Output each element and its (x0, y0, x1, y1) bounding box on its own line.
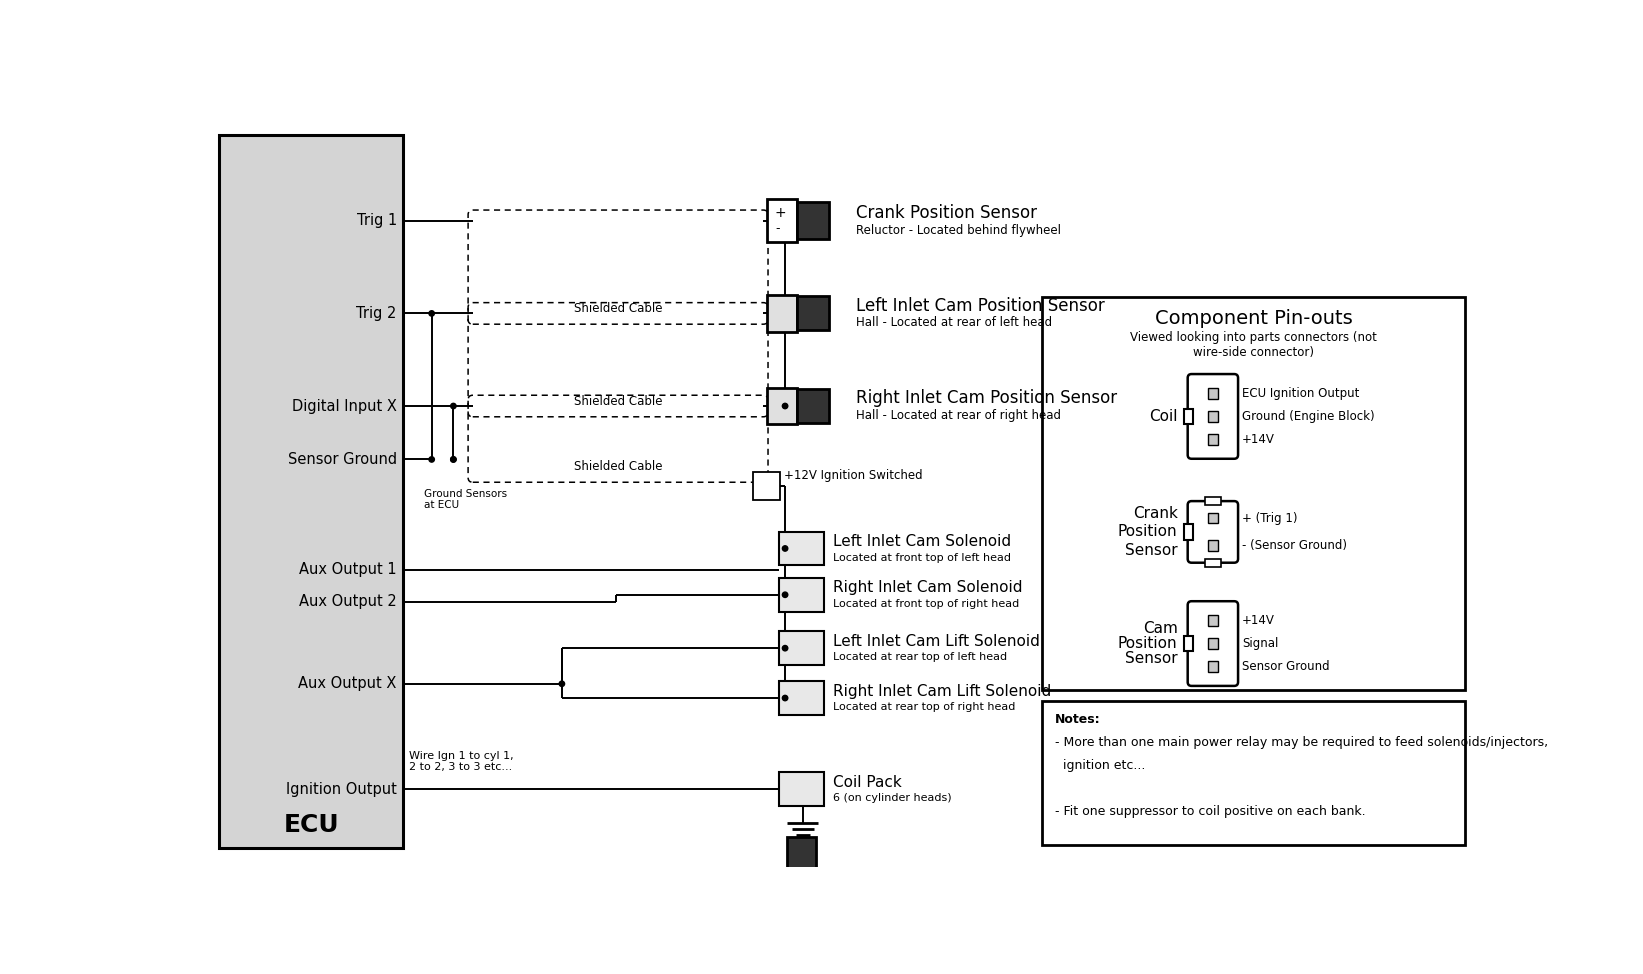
Text: + (Trig 1): + (Trig 1) (1242, 511, 1298, 525)
Text: Shielded Cable: Shielded Cable (573, 461, 662, 473)
Text: Left Inlet Cam Lift Solenoid: Left Inlet Cam Lift Solenoid (833, 634, 1040, 649)
Text: - Fit one suppressor to coil positive on each bank.: - Fit one suppressor to coil positive on… (1055, 805, 1365, 818)
Circle shape (782, 646, 787, 651)
Bar (1208, 615, 1217, 626)
Text: Viewed looking into parts connectors (not
wire-side connector): Viewed looking into parts connectors (no… (1130, 331, 1377, 358)
Circle shape (559, 681, 565, 687)
Text: ECU: ECU (283, 812, 338, 837)
Text: +14V: +14V (1242, 433, 1275, 446)
Text: Located at rear top of right head: Located at rear top of right head (833, 702, 1015, 712)
Text: Component Pin-outs: Component Pin-outs (1155, 309, 1352, 328)
Text: Right Inlet Cam Lift Solenoid: Right Inlet Cam Lift Solenoid (833, 684, 1052, 698)
Text: Position: Position (1117, 636, 1178, 651)
Bar (767, 295, 797, 332)
Text: - More than one main power relay may be required to feed solenoids/injectors,: - More than one main power relay may be … (1055, 735, 1548, 749)
Bar (1204, 559, 1221, 567)
Bar (1208, 512, 1217, 523)
Text: Left Inlet Cam Position Sensor: Left Inlet Cam Position Sensor (856, 297, 1106, 315)
Text: Sensor: Sensor (1125, 652, 1178, 666)
Text: Located at rear top of left head: Located at rear top of left head (833, 653, 1007, 662)
Text: Sensor: Sensor (1125, 543, 1178, 558)
Text: Located at front top of left head: Located at front top of left head (833, 552, 1010, 563)
Bar (1208, 638, 1217, 649)
Circle shape (429, 457, 434, 462)
Circle shape (450, 457, 457, 462)
Bar (787, 837, 817, 868)
Bar (1185, 409, 1193, 424)
Bar (797, 203, 830, 240)
Text: - (Sensor Ground): - (Sensor Ground) (1242, 540, 1347, 552)
Bar (767, 388, 797, 425)
Bar (1208, 411, 1217, 422)
Bar (779, 772, 823, 806)
Text: Ground (Engine Block): Ground (Engine Block) (1242, 410, 1375, 423)
Circle shape (782, 592, 787, 597)
Bar (1042, 700, 1466, 845)
Text: +12V Ignition Switched: +12V Ignition Switched (784, 468, 923, 481)
Bar (1204, 498, 1221, 505)
Text: Hall - Located at rear of right head: Hall - Located at rear of right head (856, 409, 1061, 422)
Text: Position: Position (1117, 524, 1178, 540)
Text: Located at front top of right head: Located at front top of right head (833, 599, 1019, 609)
Circle shape (450, 403, 457, 409)
Bar (779, 681, 823, 715)
Bar (1208, 541, 1217, 551)
Text: Coil: Coil (1148, 409, 1178, 424)
Text: Ground Sensors
at ECU: Ground Sensors at ECU (424, 489, 508, 510)
Text: Crank Position Sensor: Crank Position Sensor (856, 205, 1037, 222)
Bar (797, 296, 830, 330)
Text: Shielded Cable: Shielded Cable (573, 394, 662, 408)
Text: Notes:: Notes: (1055, 713, 1101, 726)
Text: Reluctor - Located behind flywheel: Reluctor - Located behind flywheel (856, 224, 1061, 237)
Bar (1185, 524, 1193, 540)
Text: 6 (on cylinder heads): 6 (on cylinder heads) (833, 794, 951, 804)
Text: Right Inlet Cam Position Sensor: Right Inlet Cam Position Sensor (856, 390, 1117, 407)
Bar (779, 578, 823, 612)
Text: ignition etc...: ignition etc... (1055, 759, 1145, 771)
Text: Sensor Ground: Sensor Ground (1242, 660, 1329, 673)
Text: -: - (775, 222, 779, 235)
Text: Aux Output X: Aux Output X (299, 676, 398, 692)
Text: Aux Output 1: Aux Output 1 (299, 562, 398, 578)
Text: Aux Output 2: Aux Output 2 (299, 594, 398, 610)
Bar (779, 631, 823, 665)
Text: ECU Ignition Output: ECU Ignition Output (1242, 387, 1359, 399)
Text: Crank: Crank (1132, 506, 1178, 521)
Circle shape (782, 545, 787, 551)
Circle shape (782, 695, 787, 700)
Bar (767, 200, 797, 243)
Text: Ignition Output: Ignition Output (286, 782, 398, 797)
Text: Coil Pack: Coil Pack (833, 774, 902, 790)
Circle shape (450, 457, 457, 462)
Text: Shielded Cable: Shielded Cable (573, 302, 662, 316)
Text: Left Inlet Cam Solenoid: Left Inlet Cam Solenoid (833, 534, 1010, 549)
FancyBboxPatch shape (1188, 601, 1239, 686)
FancyBboxPatch shape (1188, 374, 1239, 459)
Text: +: + (775, 206, 787, 220)
Bar (219, 135, 403, 847)
Text: Trig 2: Trig 2 (357, 306, 398, 320)
Circle shape (429, 311, 434, 317)
Text: +14V: +14V (1242, 614, 1275, 627)
Bar (1208, 434, 1217, 445)
Text: Signal: Signal (1242, 637, 1278, 650)
FancyBboxPatch shape (1188, 501, 1239, 563)
Bar (797, 389, 830, 423)
Bar (1208, 388, 1217, 398)
Bar (1042, 297, 1466, 690)
Bar (752, 472, 780, 500)
Text: Sensor Ground: Sensor Ground (288, 452, 398, 467)
Bar (779, 532, 823, 565)
Bar (1208, 661, 1217, 672)
Text: Wire Ign 1 to cyl 1,
2 to 2, 3 to 3 etc...: Wire Ign 1 to cyl 1, 2 to 2, 3 to 3 etc.… (409, 751, 514, 772)
Text: Right Inlet Cam Solenoid: Right Inlet Cam Solenoid (833, 581, 1022, 595)
Bar (1185, 636, 1193, 652)
Text: Digital Input X: Digital Input X (292, 398, 398, 414)
Text: Cam: Cam (1144, 620, 1178, 636)
Circle shape (782, 403, 787, 409)
Text: Hall - Located at rear of left head: Hall - Located at rear of left head (856, 317, 1053, 329)
Text: Trig 1: Trig 1 (357, 213, 398, 228)
